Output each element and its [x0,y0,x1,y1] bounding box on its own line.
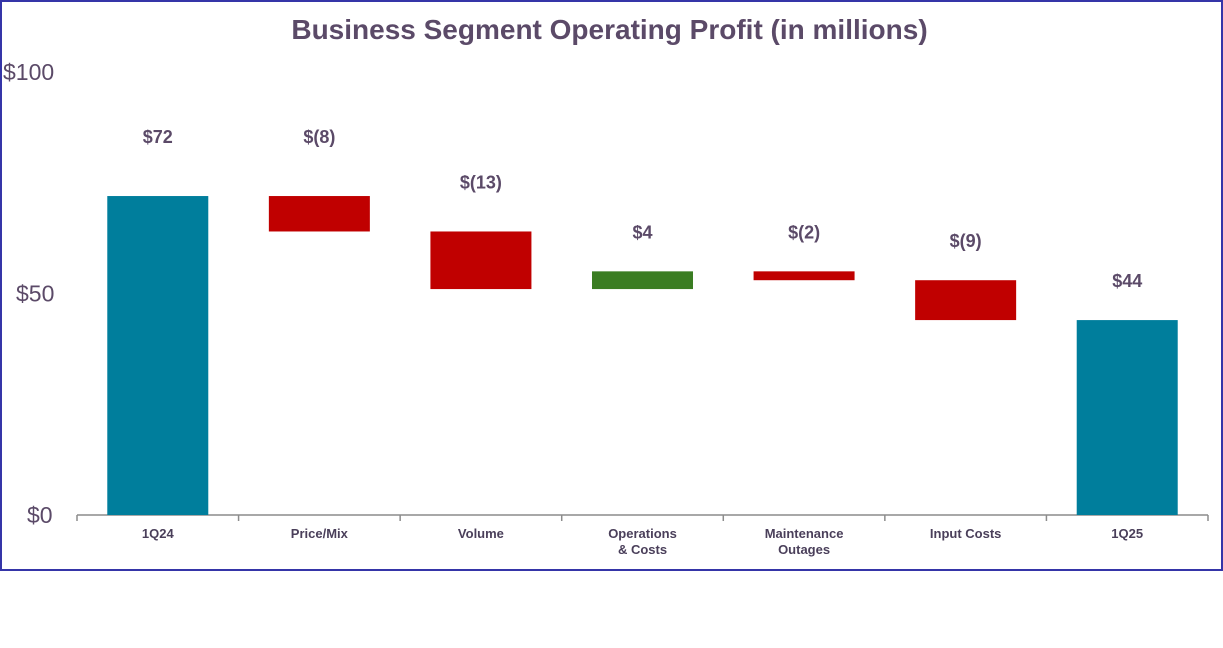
bar [592,271,693,290]
data-label: $72 [143,127,173,147]
bar [753,271,855,281]
bar [107,196,209,516]
bar [430,231,532,290]
data-label: $(2) [788,222,820,242]
y-tick-label: $50 [16,281,54,307]
data-label: $(13) [460,172,502,192]
data-label: $(9) [950,231,982,251]
data-label: $4 [632,222,652,242]
chart-frame [0,0,1223,571]
bar [915,280,1017,321]
bar [268,196,370,232]
y-tick-label: $0 [27,502,53,528]
category-label: Input Costs [930,526,1002,541]
chart-title: Business Segment Operating Profit (in mi… [291,14,928,45]
category-label: Volume [458,526,504,541]
category-label: Maintenance Outages [765,526,844,557]
bar [1076,320,1178,515]
y-tick-label: $100 [3,59,54,85]
category-label: Operations & Costs [608,526,677,557]
data-label: $44 [1112,271,1142,291]
category-label: 1Q24 [142,526,175,541]
category-label: 1Q25 [1111,526,1143,541]
category-label: Price/Mix [291,526,349,541]
data-label: $(8) [303,127,335,147]
